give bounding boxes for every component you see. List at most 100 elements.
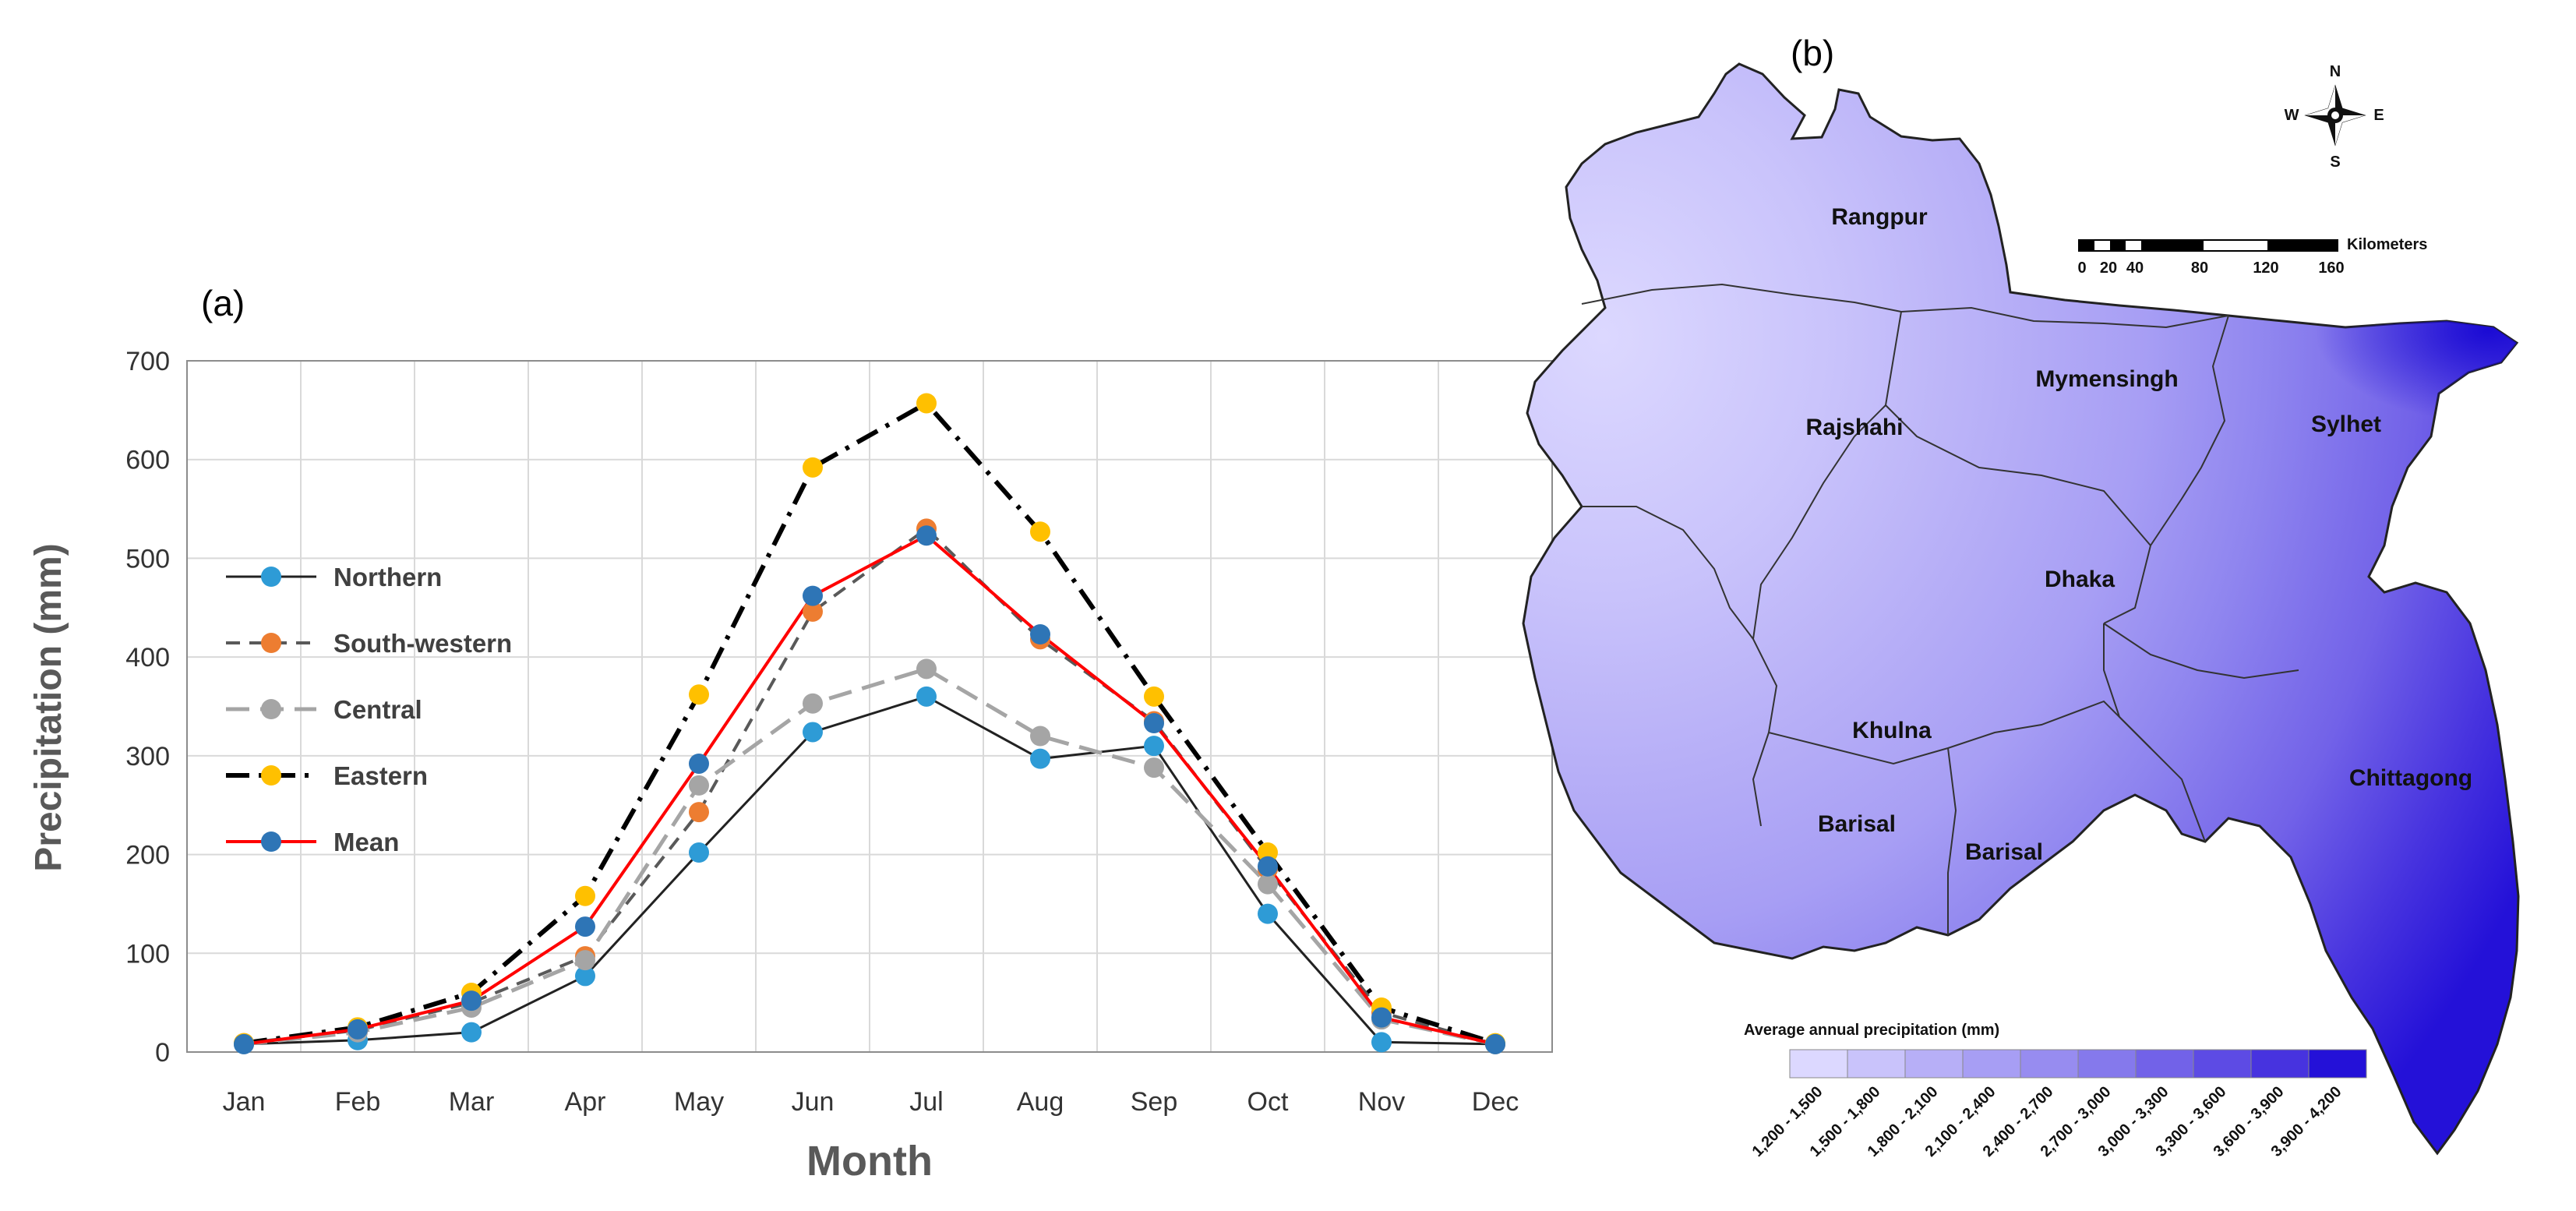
data-point-northern <box>461 1022 482 1043</box>
panel-a: (a) 0 100 200 300 400 500 600 700 Jan Feb Mar Apr M… <box>28 283 1553 1185</box>
data-point-central <box>1030 726 1050 747</box>
data-point-northern <box>689 842 709 863</box>
legend-marker <box>261 567 281 587</box>
division-label: Sylhet <box>2311 411 2381 437</box>
y-tick-label: 300 <box>125 742 170 771</box>
division-label: Barisal <box>1965 839 2043 865</box>
data-point-mean <box>1144 713 1164 734</box>
legend-swatch <box>1789 1049 1848 1079</box>
legend-marker <box>261 633 281 653</box>
data-point-central <box>1258 874 1278 895</box>
scale-tick-label: 20 <box>2100 260 2117 277</box>
compass-n: N <box>2330 63 2341 80</box>
panel-b: (b) Rangpur Rajshahi Mymensingh Sylhet Dhaka… <box>1522 33 2520 1160</box>
legend-label: Mean <box>333 828 399 856</box>
series-line-northern <box>243 695 1496 1046</box>
data-point-northern <box>575 966 595 987</box>
x-axis-label: Month <box>806 1138 933 1185</box>
data-point-northern <box>916 686 937 707</box>
panel-b-label: (b) <box>1791 33 1834 73</box>
chart-grid <box>186 360 1553 1053</box>
data-point-mean <box>1030 623 1050 644</box>
compass-w: W <box>2285 107 2299 124</box>
data-point-mean <box>234 1033 254 1054</box>
x-tick-label: Sep <box>1131 1087 1178 1117</box>
data-point-eastern <box>689 684 709 705</box>
data-point-central <box>803 693 823 714</box>
legend-swatch <box>1962 1049 2021 1079</box>
y-tick-label: 200 <box>125 841 170 870</box>
legend-marker <box>261 765 281 786</box>
data-point-mean <box>916 525 937 546</box>
legend-label: Northern <box>333 563 442 591</box>
panel-a-label: (a) <box>201 283 245 323</box>
x-tick-label: Apr <box>565 1087 606 1117</box>
x-tick-label: Dec <box>1472 1087 1519 1117</box>
data-point-mean <box>348 1019 368 1040</box>
data-point-central <box>916 658 937 680</box>
y-tick-label: 600 <box>125 446 170 475</box>
y-tick-label: 0 <box>155 1038 170 1068</box>
scale-unit: Kilometers <box>2347 236 2427 253</box>
data-point-mean <box>461 990 482 1012</box>
data-point-eastern <box>575 885 595 906</box>
division-boundaries <box>1581 283 2299 935</box>
division-labels: Rangpur Rajshahi Mymensingh Sylhet Dhaka Khul… <box>1805 204 2472 865</box>
legend-label: Central <box>333 695 422 724</box>
data-point-northern <box>803 722 823 743</box>
x-tick-label: Jul <box>909 1087 943 1117</box>
division-label: Dhaka <box>2045 567 2115 592</box>
division-label: Chittagong <box>2349 765 2472 791</box>
scale-tick-label: 120 <box>2253 260 2278 277</box>
legend-swatch <box>1904 1049 1964 1079</box>
y-tick-label: 700 <box>125 347 170 376</box>
x-tick-label: Nov <box>1358 1087 1405 1117</box>
legend-swatch <box>2308 1049 2367 1079</box>
series-markers <box>234 393 1505 1054</box>
legend-swatch <box>2250 1049 2310 1079</box>
compass-s: S <box>2330 154 2340 171</box>
scale-bar: 0 20 40 80 120 160 Kilometers <box>2077 236 2427 277</box>
x-tick-label: Feb <box>335 1087 381 1117</box>
data-point-central <box>689 775 709 796</box>
data-point-mean <box>1485 1033 1505 1054</box>
scale-tick-label: 160 <box>2318 260 2344 277</box>
data-point-northern <box>1258 903 1278 924</box>
legend-swatch <box>2135 1049 2194 1079</box>
legend-marker <box>261 831 281 852</box>
data-point-eastern <box>916 393 937 414</box>
data-point-south-western <box>803 601 823 622</box>
series-line-mean <box>243 533 1496 1046</box>
series-line-central <box>243 666 1496 1047</box>
legend-swatch <box>2020 1049 2079 1079</box>
legend-marker <box>261 699 281 719</box>
data-point-central <box>1144 757 1164 778</box>
x-tick-label: Jun <box>792 1087 835 1117</box>
series-line-south-western <box>243 526 1496 1046</box>
data-point-northern <box>1030 748 1050 769</box>
data-point-eastern <box>1144 686 1164 707</box>
x-tick-labels: Jan Feb Mar Apr May Jun Jul Aug Sep Oct Nov Dec <box>223 1087 1519 1117</box>
legend-swatch <box>1847 1049 1906 1079</box>
x-tick-label: Aug <box>1017 1087 1064 1117</box>
data-point-eastern <box>1030 521 1050 542</box>
scale-tick-label: 40 <box>2126 260 2144 277</box>
series-lines <box>243 400 1496 1047</box>
data-point-northern <box>1144 736 1164 757</box>
x-tick-label: Mar <box>449 1087 495 1117</box>
data-point-mean <box>1371 1007 1392 1028</box>
x-tick-label: Jan <box>223 1087 266 1117</box>
data-point-mean <box>1258 856 1278 877</box>
y-tick-label: 100 <box>125 939 170 969</box>
data-point-eastern <box>803 457 823 478</box>
legend-label: Eastern <box>333 761 428 790</box>
division-label: Mymensingh <box>2035 366 2178 392</box>
data-point-mean <box>803 585 823 606</box>
y-axis-label: Precipitation (mm) <box>28 543 69 871</box>
compass-rose: N S E W <box>2285 63 2384 171</box>
data-point-south-western <box>689 802 709 823</box>
data-point-central <box>575 950 595 971</box>
scale-tick-label: 0 <box>2077 260 2086 277</box>
data-point-mean <box>689 753 709 774</box>
